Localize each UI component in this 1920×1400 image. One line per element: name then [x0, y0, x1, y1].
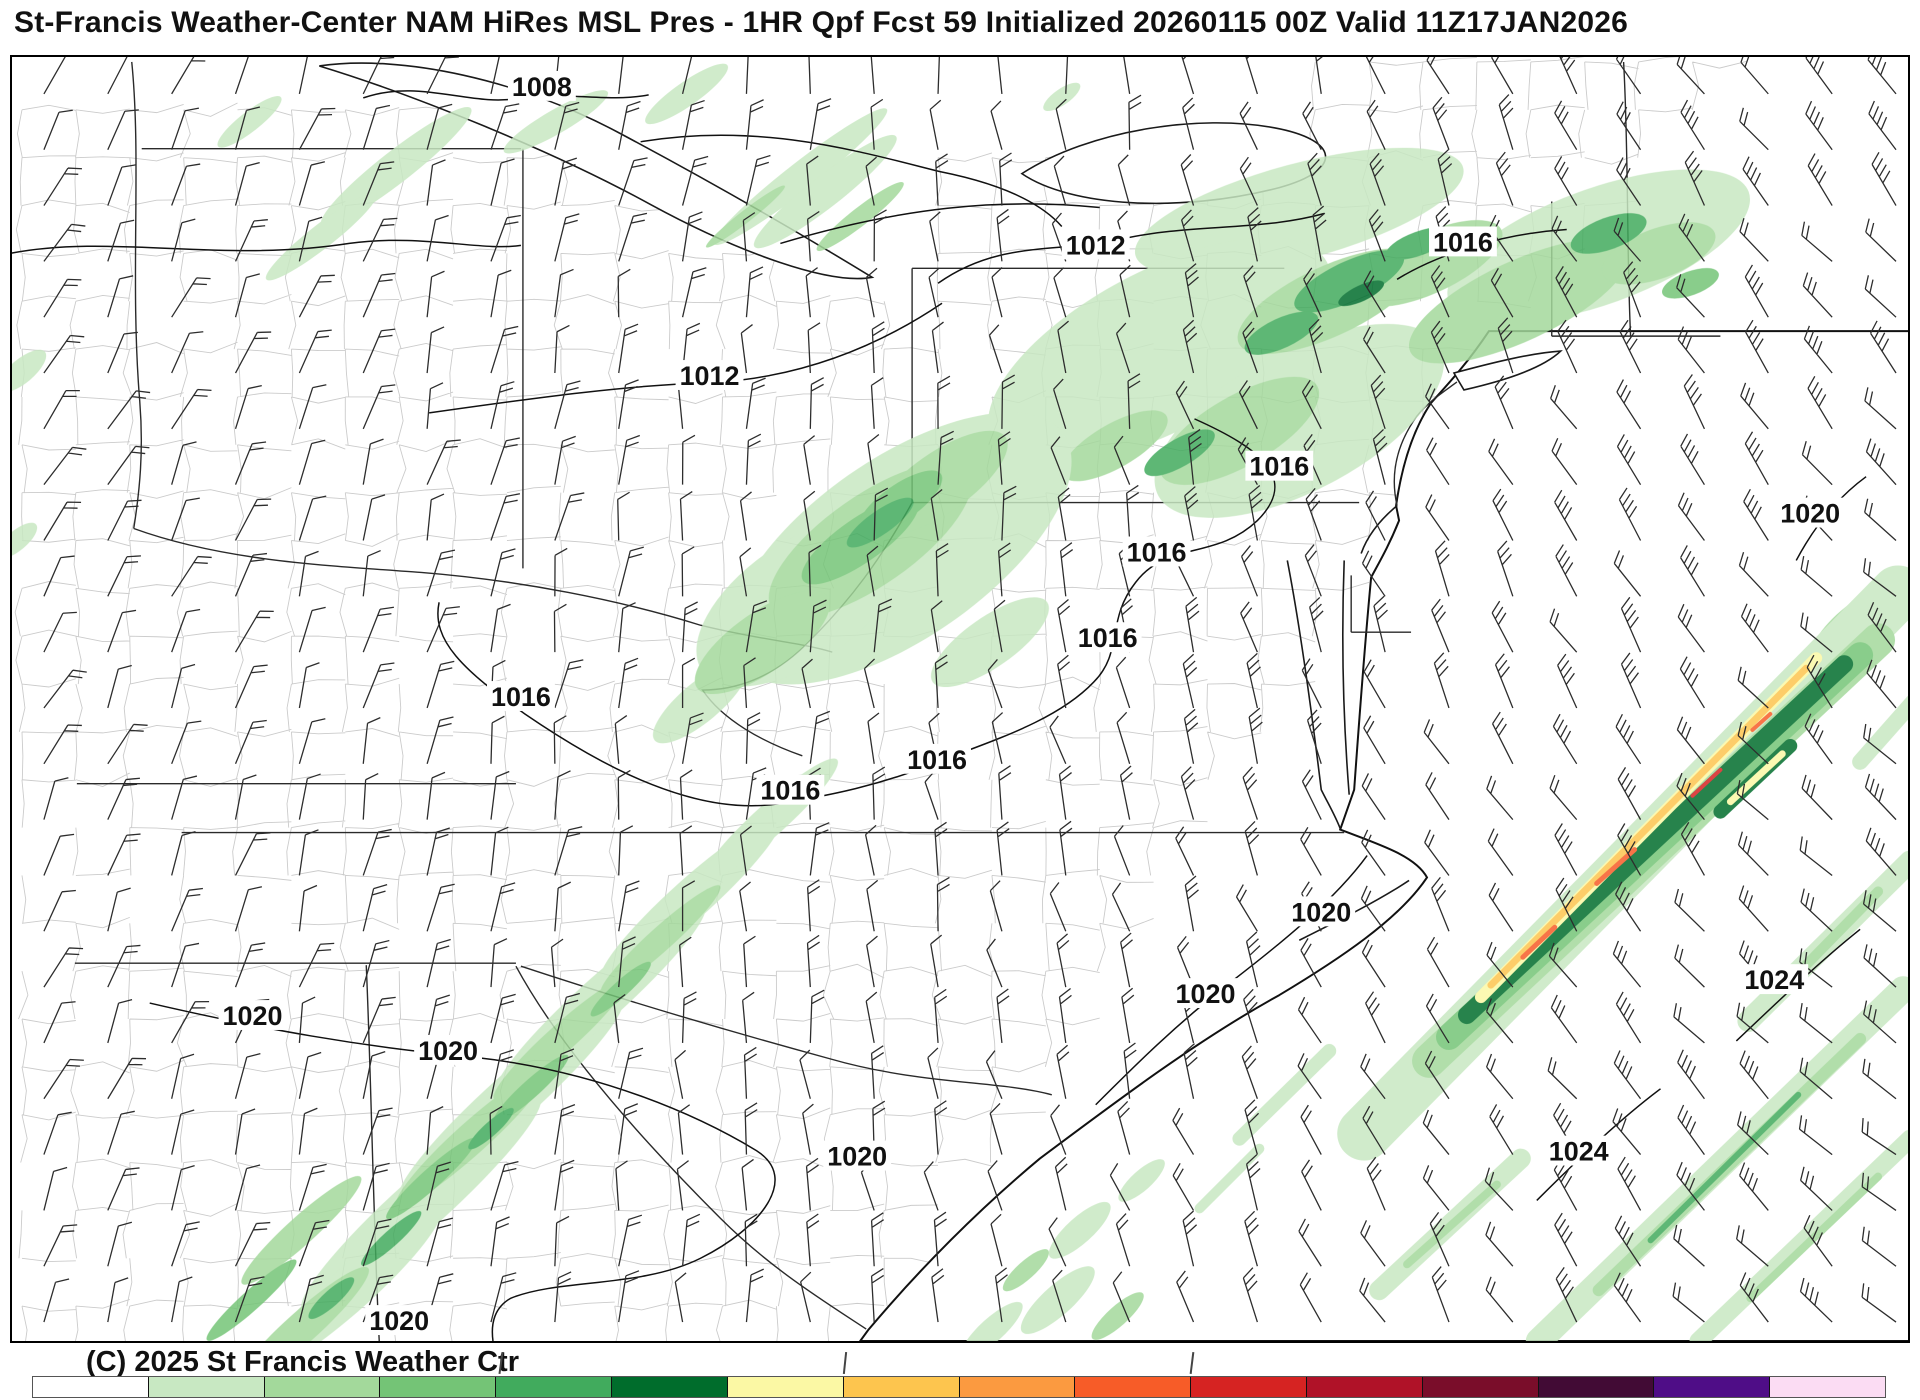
pressure-label-text: 1012 [1066, 230, 1126, 260]
pressure-label: 1016 [1429, 226, 1497, 257]
pressure-label-text: 1016 [907, 745, 967, 775]
pressure-label: 1016 [756, 774, 825, 806]
pressure-label: 1020 [218, 1000, 287, 1031]
copyright-text: (C) 2025 St Francis Weather Ctr [86, 1346, 519, 1378]
pressure-label-text: 1020 [1176, 979, 1236, 1009]
colorbar-segment [1654, 1377, 1771, 1397]
pressure-label: 1012 [1061, 229, 1130, 260]
colorbar-segment [612, 1377, 728, 1397]
colorbar-segment [843, 1377, 960, 1397]
pressure-label-text: 1016 [1433, 227, 1493, 257]
colorbar-segment [33, 1377, 149, 1397]
pressure-label: 1020 [1171, 978, 1240, 1009]
pressure-label: 1016 [1073, 622, 1142, 653]
pressure-label: 1024 [1740, 964, 1809, 995]
scale-tick [1189, 1351, 1195, 1375]
colorbar-segment [496, 1377, 613, 1397]
pressure-label: 1020 [823, 1140, 892, 1172]
pressure-label: 1024 [1544, 1135, 1613, 1167]
pressure-label: 1008 [507, 70, 576, 102]
colorbar-segment [1075, 1377, 1192, 1397]
pressure-label: 1016 [903, 743, 971, 775]
pressure-label-text: 1020 [827, 1142, 887, 1172]
pressure-label-text: 1020 [1291, 897, 1351, 927]
pressure-label-text: 1016 [760, 776, 820, 806]
colorbar-segment [959, 1377, 1076, 1397]
pressure-label: 1016 [486, 681, 555, 712]
colorbar-segment [1191, 1377, 1307, 1397]
pressure-label-text: 1012 [680, 361, 740, 391]
pressure-label-text: 1020 [418, 1036, 478, 1066]
pressure-label: 1020 [1287, 896, 1356, 927]
wind-barbs-layer [43, 57, 1897, 1323]
pressure-label-text: 1016 [1249, 452, 1309, 482]
pressure-label-text: 1016 [491, 682, 551, 712]
scale-tick [842, 1351, 848, 1375]
pressure-label: 1012 [675, 360, 744, 391]
precip-shading-layer [12, 63, 1908, 1341]
pressure-label: 1020 [414, 1034, 483, 1066]
colorbar-segment [1422, 1377, 1539, 1397]
pressure-label-text: 1024 [1549, 1137, 1609, 1167]
colorbar-segment [727, 1377, 844, 1397]
pressure-label-text: 1024 [1744, 965, 1804, 995]
pressure-labels-layer: 1008 1012 1012 1016 1016 1016 1016 1016 1016 1016… [218, 70, 1845, 1336]
colorbar-segment [1770, 1377, 1885, 1397]
colorbar-segment [264, 1377, 381, 1397]
map-title: St-Francis Weather-Center NAM HiRes MSL … [14, 6, 1629, 39]
pressure-label-text: 1016 [1127, 537, 1187, 567]
colorbar-segment [1306, 1377, 1423, 1397]
pressure-label: 1016 [1122, 536, 1191, 567]
colorbar-segment [148, 1377, 265, 1397]
pressure-label-text: 1008 [512, 72, 572, 102]
map-frame: 1008 1012 1012 1016 1016 1016 1016 1016 1016 1016… [10, 55, 1910, 1343]
qpf-colorbar [32, 1376, 1886, 1398]
pressure-label: 1020 [365, 1305, 434, 1336]
pressure-label: 1020 [1776, 497, 1845, 529]
pressure-label-text: 1020 [369, 1306, 429, 1336]
weather-map-canvas: 1008 1012 1012 1016 1016 1016 1016 1016 1016 1016… [12, 57, 1908, 1341]
pressure-label-text: 1020 [1780, 499, 1840, 529]
pressure-label: 1016 [1245, 450, 1314, 482]
pressure-label-text: 1020 [223, 1001, 283, 1031]
pressure-label-text: 1016 [1078, 623, 1138, 653]
colorbar-segment [380, 1377, 497, 1397]
colorbar-segment [1538, 1377, 1655, 1397]
